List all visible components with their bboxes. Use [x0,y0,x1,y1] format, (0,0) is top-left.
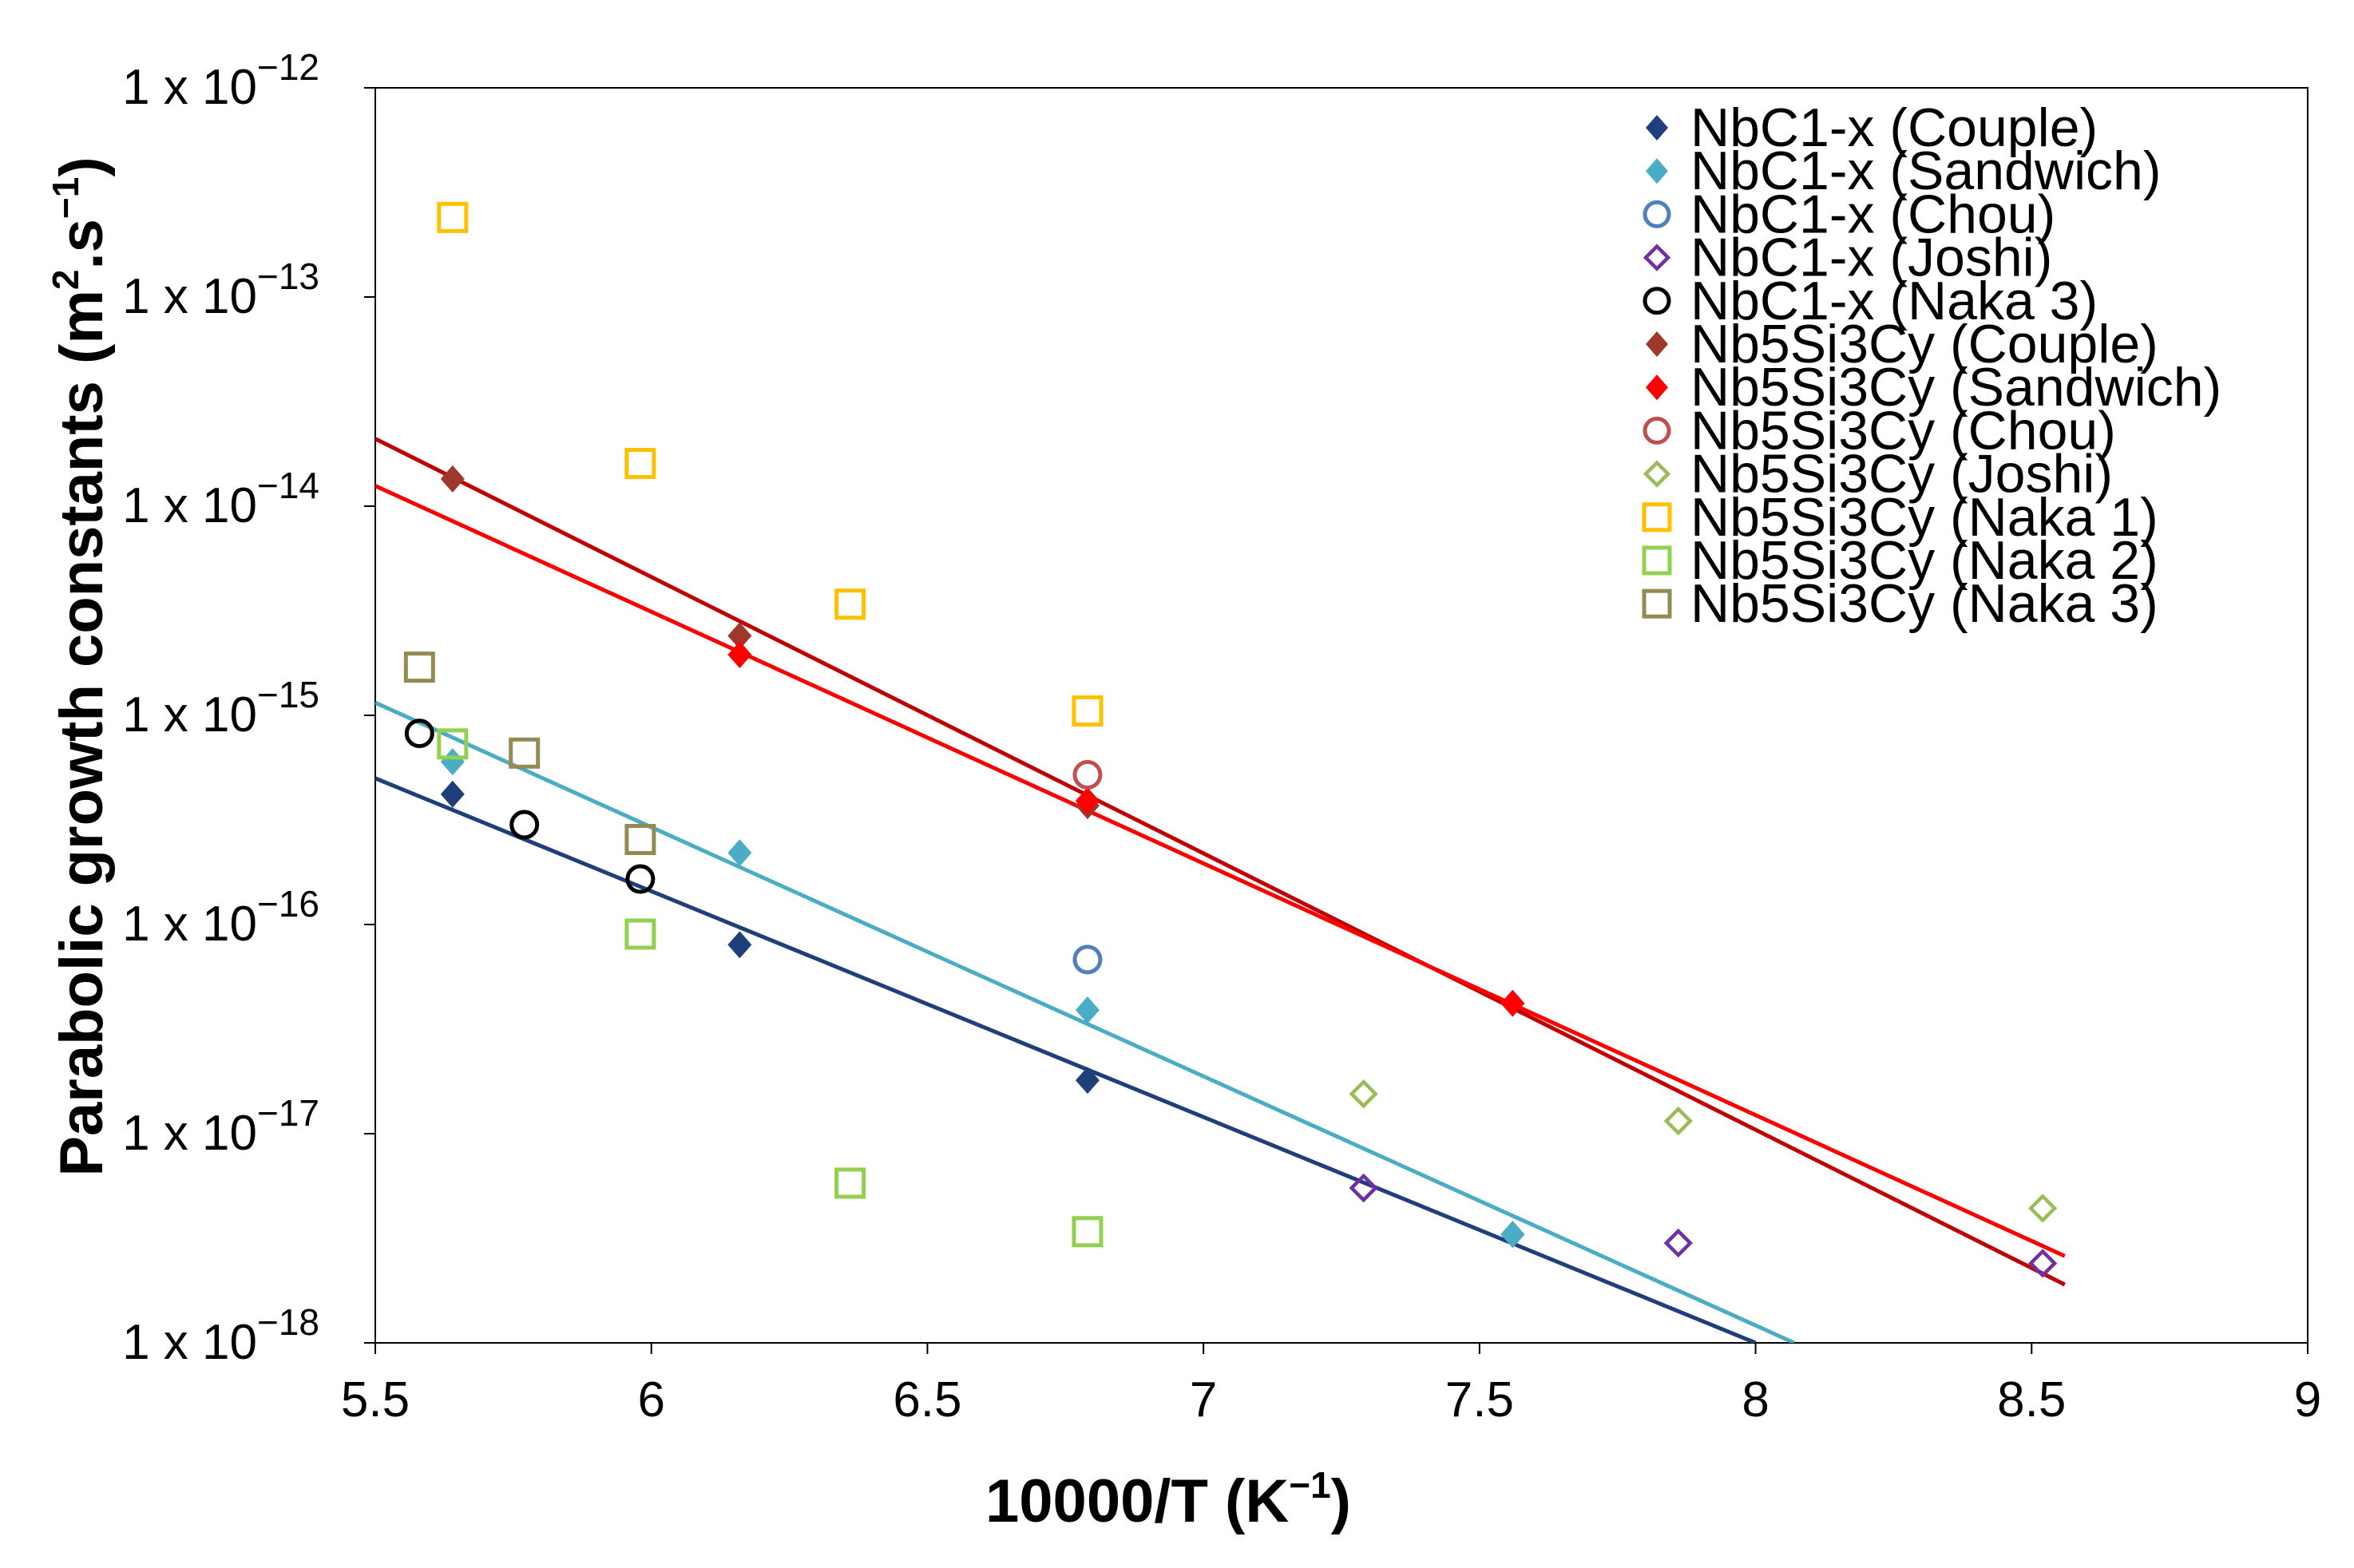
y-tick-label: 1 x 10−15 [122,674,319,742]
y-tick-label: 1 x 10−14 [122,465,319,533]
legend-label: NbC1-x (Sandwich) [1690,141,2162,201]
data-point [1500,989,1525,1017]
data-point [727,641,752,669]
legend-marker [1646,331,1668,357]
data-point [834,588,866,620]
x-tick-label: 5.5 [341,1372,410,1427]
legend-marker [1642,545,1672,576]
legend-marker [1646,158,1668,184]
legend-label: NbC1-x (Chou) [1690,184,2055,244]
data-point [1075,996,1100,1024]
legend-label: Nb5Si3Cy (Joshi) [1690,444,2113,505]
y-axis-title-close: ) [48,156,116,176]
fit-line [375,437,2066,1287]
fit-lines [375,437,2066,1343]
data-point [1075,1067,1100,1095]
data-point [625,864,656,894]
y-tick-label: 1 x 10−12 [122,46,319,115]
x-axis-title-close: ) [1331,1467,1351,1535]
legend-label: NbC1-x (Couple) [1690,97,2098,158]
legend-marker [1643,287,1671,315]
legend-label: Nb5Si3Cy (Naka 3) [1690,573,2158,634]
data-point [440,780,465,808]
data-point [727,622,752,650]
x-tick-label: 6.5 [893,1372,961,1427]
legend-label: Nb5Si3Cy (Naka 1) [1690,487,2158,548]
legend-marker [1646,374,1668,401]
legend-marker [1643,244,1671,271]
legend-marker [1643,200,1671,228]
legend-marker [1642,502,1672,533]
legend-label: NbC1-x (Joshi) [1690,228,2052,288]
legend-marker [1643,416,1671,445]
data-point [509,737,541,769]
data-point [1349,1079,1378,1109]
x-axis-title-sup: −1 [1289,1464,1330,1506]
x-axis-title-main: 10000/T (K [985,1467,1289,1535]
data-point [509,810,540,840]
y-axis-title-sup2: −1 [45,177,86,219]
legend-marker [1642,588,1672,619]
data-point [1072,759,1103,790]
y-tick-label: 1 x 10−16 [122,883,319,952]
y-tick-label: 1 x 10−17 [122,1092,319,1161]
data-point [624,823,656,855]
data-point [834,1167,866,1199]
data-point [440,465,465,493]
x-axis-title: 10000/T (K−1) [985,1464,1351,1535]
fit-line [375,484,2066,1258]
legend-label: Nb5Si3Cy (Sandwich) [1690,357,2221,418]
legend-label: NbC1-x (Naka 3) [1690,271,2098,331]
legend-marker [1646,115,1668,141]
x-tick-label: 6 [637,1372,664,1427]
data-point [1663,1228,1693,1258]
y-axis-title: Parabolic growth constants (m2.s−1) [45,156,116,1176]
data-point [437,201,469,233]
data-point [404,719,434,749]
y-axis-title-sup1: 2 [45,269,86,290]
data-point [1500,1221,1525,1249]
data-point [1072,1216,1104,1248]
data-point [440,748,465,776]
fit-line [375,700,1795,1343]
y-axis-title-main: Parabolic growth constants (m [48,290,116,1177]
y-tick-label: 1 x 10−18 [122,1301,319,1370]
legend-label: Nb5Si3Cy (Chou) [1690,400,2116,461]
data-point [624,448,656,480]
data-point [403,651,435,683]
data-point [1072,944,1103,975]
x-tick-label: 8.5 [1997,1372,2066,1427]
data-point [437,728,469,760]
data-point [1663,1106,1693,1136]
data-point [624,918,656,950]
y-tick-label: 1 x 10−13 [122,255,319,324]
x-tick-label: 7 [1190,1372,1217,1427]
x-tick-label: 8 [1742,1372,1769,1427]
legend-label: Nb5Si3Cy (Naka 2) [1690,530,2158,591]
plot-area: 1 x 10−12 1 x 10−13 1 x 10−14 1 x 10−15 1 x … [122,46,2321,1427]
data-point [1349,1173,1378,1203]
legend: NbC1-x (Couple)NbC1-x (Sandwich)NbC1-x (… [1642,97,2221,634]
legend-label: Nb5Si3Cy (Couple) [1690,314,2158,374]
legend-marker [1643,460,1671,488]
x-tick-label: 9 [2294,1372,2321,1427]
x-tick-label: 7.5 [1445,1372,1514,1427]
data-point [2027,1249,2058,1278]
data-point [1075,787,1100,815]
data-point [2027,1194,2058,1223]
data-point [1072,695,1104,727]
y-axis-title-mid: .s [48,219,116,269]
fit-line [375,776,1757,1343]
data-points [403,201,2058,1278]
data-point [727,839,752,867]
data-point [727,931,752,959]
